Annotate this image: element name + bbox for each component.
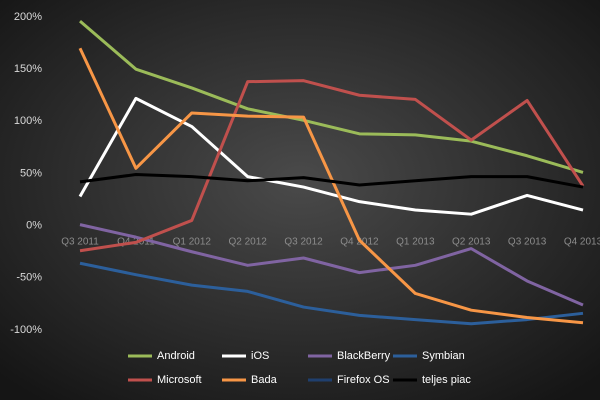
y-tick-label: -50% xyxy=(16,272,42,284)
series-line xyxy=(79,261,584,326)
legend-label: Firefox OS xyxy=(337,374,390,386)
series-line xyxy=(79,173,584,189)
x-tick-label: Q1 2012 xyxy=(173,236,212,247)
legend-label: Bada xyxy=(251,374,278,386)
y-tick-label: 200% xyxy=(14,11,42,23)
legend-label: Microsoft xyxy=(157,374,202,386)
legend-label: Symbian xyxy=(422,350,465,362)
legend-label: teljes piac xyxy=(422,374,471,386)
x-tick-label: Q2 2012 xyxy=(228,236,267,247)
y-tick-label: 50% xyxy=(20,167,42,179)
x-tick-label: Q3 2012 xyxy=(284,236,323,247)
y-tick-label: 0% xyxy=(26,220,42,232)
series-line xyxy=(79,223,584,307)
x-tick-label: Q3 2011 xyxy=(61,236,99,247)
legend-label: BlackBerry xyxy=(337,350,391,362)
y-tick-label: 150% xyxy=(14,63,42,75)
x-tick-label: Q3 2013 xyxy=(508,236,547,247)
series-line xyxy=(78,47,584,325)
x-tick-label: Q2 2013 xyxy=(452,236,491,247)
series-line xyxy=(78,96,584,216)
series-line xyxy=(79,79,585,253)
x-tick-label: Q1 2013 xyxy=(396,236,435,247)
legend-label: Android xyxy=(157,350,195,362)
series-line xyxy=(79,20,584,174)
y-tick-label: 100% xyxy=(14,115,42,127)
x-tick-label: Q4 2013 xyxy=(564,236,600,247)
legend-label: iOS xyxy=(251,350,269,362)
y-tick-label: -100% xyxy=(10,324,42,336)
